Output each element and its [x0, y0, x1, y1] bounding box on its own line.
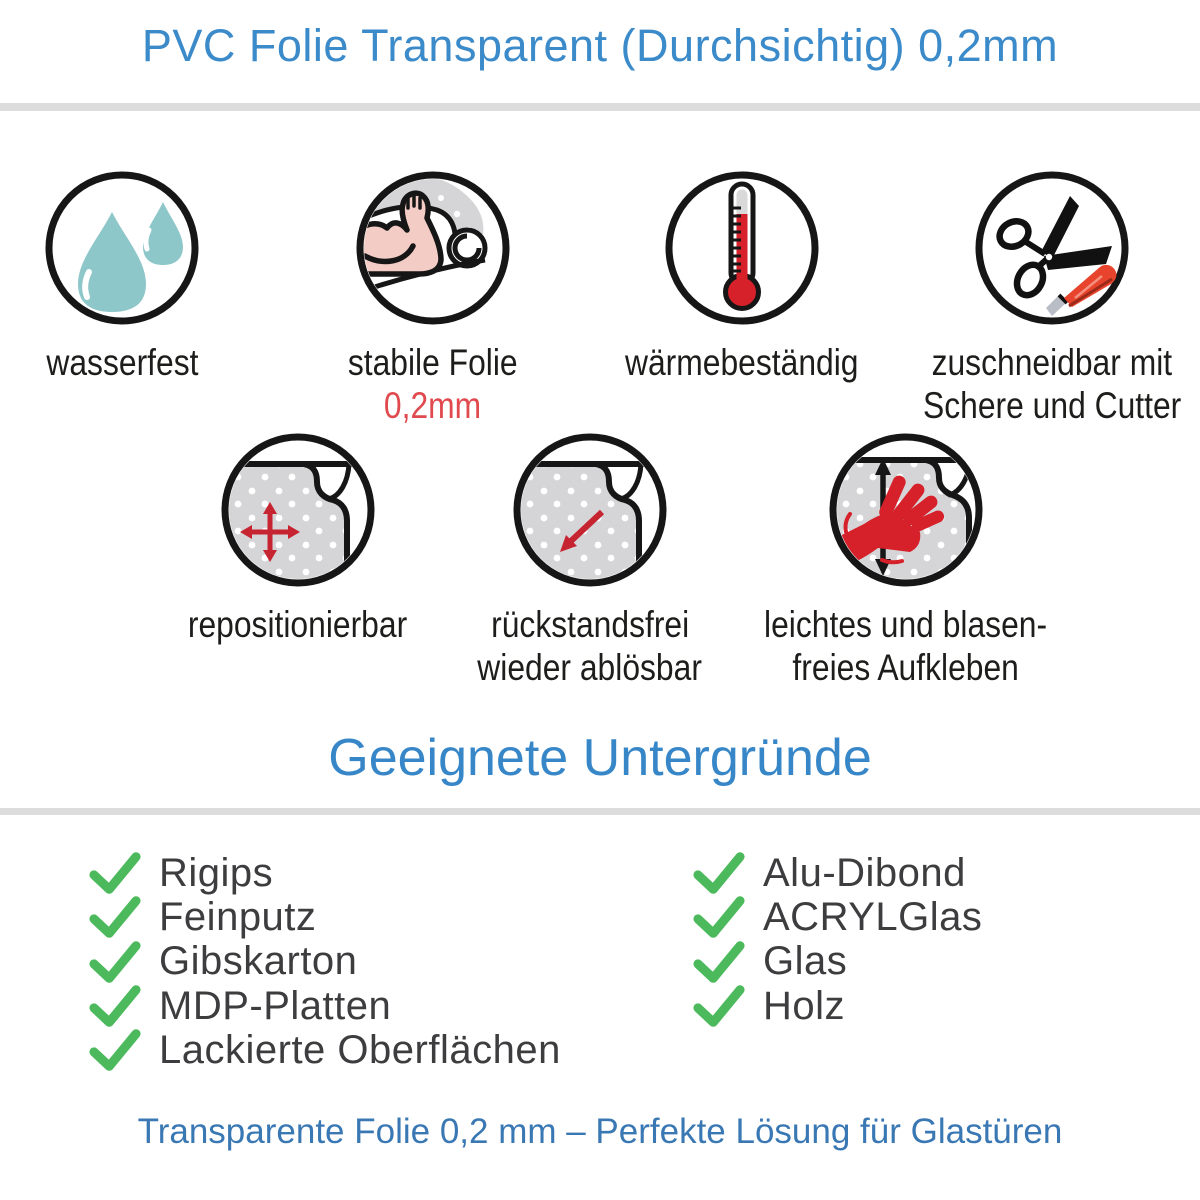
list-item: Alu-Dibond: [692, 851, 982, 895]
check-icon: [89, 896, 141, 939]
list-item-label: Rigips: [159, 850, 274, 895]
feature-cuttable: zuschneidbar mit Schere und Cutter: [882, 168, 1200, 427]
list-item: Gibskarton: [88, 939, 561, 984]
page-title: PVC Folie Transparent (Durchsichtig) 0,2…: [141, 20, 1059, 71]
reposition-foil-icon: [218, 430, 378, 590]
check-icon: [693, 940, 745, 983]
feature-label-line: wieder ablösbar: [477, 647, 703, 688]
list-item: ACRYLGlas: [692, 895, 982, 939]
bubble-free-hand-icon: [826, 430, 986, 590]
check-icon: [89, 1029, 141, 1072]
feature-sublabel-thickness: 0,2mm: [384, 385, 482, 426]
check-icon: [89, 852, 141, 894]
feature-label: wasserfest: [0, 341, 292, 384]
muscle-foil-icon: [353, 168, 513, 328]
list-item-label: Glas: [763, 939, 848, 984]
feature-label-line: wasserfest: [45, 342, 199, 383]
feature-label: stabile Folie 0,2mm: [263, 341, 603, 427]
hand-icon: [837, 475, 945, 568]
feature-label-line: freies Aufkleben: [792, 647, 1020, 688]
footer-tagline: Transparente Folie 0,2 mm – Perfekte Lös…: [137, 1112, 1063, 1151]
list-item: Glas: [692, 939, 982, 984]
list-item: Holz: [692, 984, 982, 1028]
check-icon: [89, 940, 141, 983]
feature-label-line: zuschneidbar mit: [931, 342, 1173, 383]
peel-arrow: [560, 509, 605, 552]
list-item-label: Holz: [763, 983, 846, 1028]
move-arrows: [240, 502, 300, 562]
thermometer-icon: [662, 168, 822, 328]
residue-free-foil-icon: [510, 430, 670, 590]
feature-label-line: repositionierbar: [188, 604, 408, 645]
divider-middle: [0, 808, 1200, 815]
feature-label: repositionierbar: [128, 603, 468, 646]
feature-label: leichtes und blasen- freies Aufkleben: [736, 603, 1076, 689]
substrates-list-right: Alu-Dibond ACRYLGlas Glas Holz: [692, 851, 982, 1028]
list-item: Rigips: [88, 851, 561, 895]
water-drops-icon: [42, 168, 202, 328]
check-icon: [693, 896, 745, 939]
feature-label-line: stabile Folie: [348, 342, 518, 383]
feature-stable-foil: stabile Folie 0,2mm: [263, 168, 603, 427]
list-item-label: Gibskarton: [159, 939, 358, 984]
list-item-label: ACRYLGlas: [763, 894, 983, 939]
list-item-label: MDP-Platten: [159, 983, 392, 1028]
divider-top: [0, 103, 1200, 111]
feature-label-line: leichtes und blasen-: [764, 604, 1048, 645]
feature-waterproof: wasserfest: [0, 168, 292, 384]
list-item-label: Alu-Dibond: [763, 850, 966, 895]
feature-label-line: wärmebeständig: [625, 342, 859, 383]
feature-label: rückstandsfrei wieder ablösbar: [420, 603, 760, 689]
list-item: Lackierte Oberflächen: [88, 1028, 561, 1072]
check-icon: [693, 852, 745, 894]
feature-repositionable: repositionierbar: [128, 430, 468, 646]
list-item: MDP-Platten: [88, 984, 561, 1028]
list-item: Feinputz: [88, 895, 561, 939]
feature-residue-free: rückstandsfrei wieder ablösbar: [420, 430, 760, 689]
feature-label: zuschneidbar mit Schere und Cutter: [882, 341, 1200, 427]
list-item-label: Lackierte Oberflächen: [159, 1027, 561, 1072]
feature-label-line: Schere und Cutter: [922, 385, 1182, 426]
list-item-label: Feinputz: [159, 894, 317, 939]
substrates-list-left: Rigips Feinputz Gibskarton MDP-Platten L…: [88, 851, 561, 1072]
feature-label: wärmebeständig: [572, 341, 912, 384]
scissors-cutter-icon: [972, 168, 1132, 328]
check-icon: [89, 985, 141, 1027]
feature-label-line: rückstandsfrei: [490, 604, 690, 645]
feature-heat-resistant: wärmebeständig: [572, 168, 912, 384]
feature-bubble-free: leichtes und blasen- freies Aufkleben: [736, 430, 1076, 689]
check-icon: [693, 985, 745, 1027]
substrates-heading: Geeignete Untergründe: [328, 729, 872, 787]
